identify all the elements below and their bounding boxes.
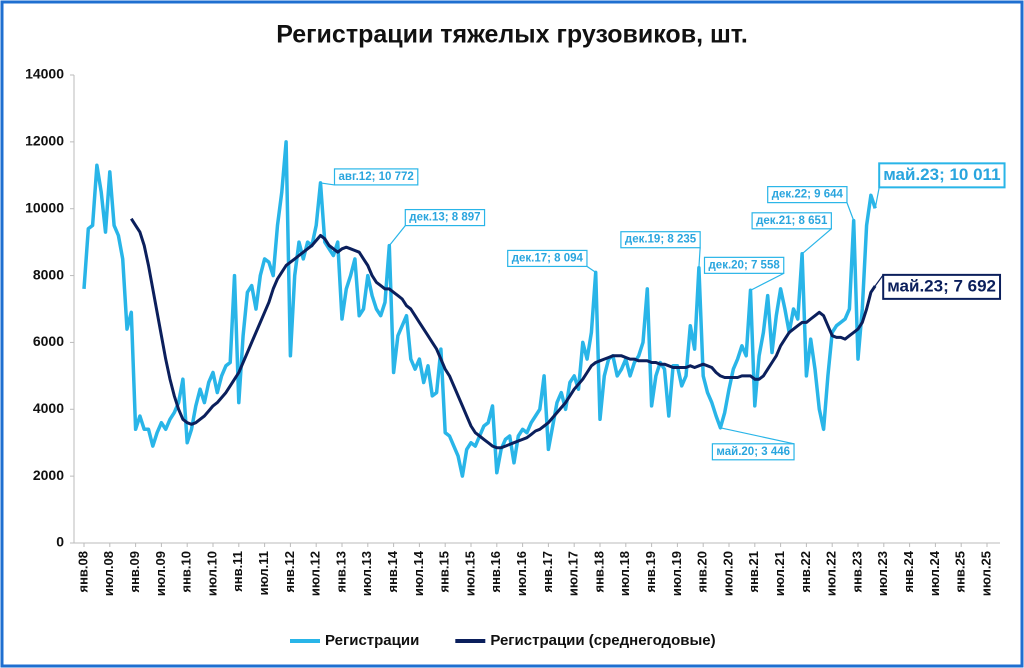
- x-tick-label: янв.20: [695, 551, 710, 593]
- legend-label: Регистрации: [325, 632, 419, 649]
- x-tick-label: янв.21: [746, 551, 761, 593]
- label-box: [507, 249, 588, 268]
- x-tick-label: янв.17: [540, 551, 555, 593]
- x-tick-label: янв.16: [488, 551, 503, 593]
- y-tick-label: 10000: [25, 199, 64, 215]
- x-tick-label: янв.15: [437, 551, 452, 593]
- legend-label: Регистрации (среднегодовые): [490, 632, 715, 649]
- x-tick-label: июл.14: [411, 550, 426, 596]
- x-tick-label: янв.12: [282, 551, 297, 593]
- x-tick-label: июл.24: [927, 550, 942, 596]
- annotation: май.23; 7 692: [874, 273, 1002, 300]
- x-tick-label: янв.24: [901, 550, 916, 592]
- x-tick-label: янв.08: [75, 551, 90, 593]
- callout-line: [388, 225, 406, 246]
- x-tick-label: июл.16: [514, 551, 529, 596]
- x-tick-label: июл.15: [462, 551, 477, 596]
- x-tick-label: июл.20: [720, 551, 735, 596]
- x-tick-label: янв.23: [849, 551, 864, 593]
- callout-line: [874, 187, 880, 209]
- callout-line: [846, 202, 855, 221]
- label-box: [751, 212, 832, 230]
- data-label: дек.19; 8 235: [625, 234, 697, 246]
- x-tick-label: янв.10: [179, 551, 194, 593]
- x-tick-label: июл.21: [772, 551, 787, 596]
- data-label: дек.22; 9 644: [772, 189, 844, 201]
- x-tick-label: июл.22: [824, 551, 839, 596]
- x-tick-label: июл.18: [617, 551, 632, 596]
- callout-line: [720, 427, 795, 445]
- series-line: [130, 217, 877, 450]
- x-tick-label: янв.25: [953, 551, 968, 593]
- callout-line: [698, 247, 701, 268]
- y-tick-label: 12000: [25, 133, 64, 149]
- y-tick-label: 4000: [33, 400, 64, 416]
- callout-line: [801, 228, 832, 255]
- annotation: дек.22; 9 644: [767, 186, 855, 221]
- y-tick-label: 6000: [33, 333, 64, 349]
- y-tick-label: 0: [56, 534, 64, 550]
- label-box: [404, 208, 486, 227]
- data-label: май.23; 7 692: [887, 276, 996, 295]
- label-box: [767, 186, 848, 204]
- annotation: дек.21; 8 651: [751, 212, 832, 255]
- data-label: май.20; 3 446: [716, 446, 790, 458]
- data-label: дек.13; 8 897: [409, 212, 480, 224]
- label-box: [703, 256, 785, 274]
- callout-line: [750, 272, 785, 291]
- y-tick-label: 2000: [33, 467, 64, 483]
- x-tick-label: янв.19: [643, 551, 658, 593]
- x-tick-label: янв.09: [127, 551, 142, 593]
- x-tick-label: июл.13: [359, 551, 374, 596]
- annotation: дек.13; 8 897: [388, 208, 486, 246]
- annotation: дек.17; 8 094: [507, 249, 597, 273]
- y-tick-label: 8000: [33, 266, 64, 282]
- x-tick-label: янв.11: [230, 551, 245, 592]
- chart-title: Регистрации тяжелых грузовиков, шт.: [276, 21, 748, 49]
- x-tick-label: июл.11: [256, 551, 271, 595]
- data-label: дек.17; 8 094: [512, 252, 584, 264]
- data-label: май.23; 10 011: [883, 165, 1000, 184]
- data-label: авг.12; 10 772: [339, 171, 414, 183]
- x-tick-label: янв.14: [385, 550, 400, 592]
- label-box: [620, 231, 701, 249]
- x-tick-label: июл.08: [101, 551, 116, 596]
- x-tick-label: янв.18: [591, 551, 606, 593]
- callout-line: [874, 274, 884, 287]
- x-tick-label: июл.17: [566, 551, 581, 596]
- x-tick-label: июл.25: [978, 551, 993, 596]
- annotation: май.20; 3 446: [711, 427, 795, 461]
- annotation: авг.12; 10 772: [320, 168, 419, 186]
- x-tick-label: июл.12: [308, 551, 323, 596]
- label-box: [882, 273, 1002, 300]
- x-tick-label: июл.10: [204, 551, 219, 596]
- label-box: [711, 443, 795, 461]
- callout-line: [320, 182, 335, 186]
- annotation: дек.19; 8 235: [620, 231, 701, 268]
- x-tick-label: июл.23: [875, 551, 890, 596]
- label-box: [333, 168, 419, 186]
- data-label: дек.20; 7 558: [709, 259, 781, 271]
- x-tick-label: июл.19: [669, 551, 684, 596]
- label-box: [878, 162, 1006, 189]
- x-tick-label: янв.22: [798, 551, 813, 593]
- x-tick-label: июл.09: [153, 551, 168, 596]
- annotation: дек.20; 7 558: [703, 256, 785, 291]
- y-tick-label: 14000: [25, 66, 64, 82]
- callout-line: [586, 265, 597, 273]
- annotation: май.23; 10 011: [874, 162, 1006, 209]
- data-label: дек.21; 8 651: [756, 215, 828, 227]
- x-tick-label: янв.13: [333, 551, 348, 593]
